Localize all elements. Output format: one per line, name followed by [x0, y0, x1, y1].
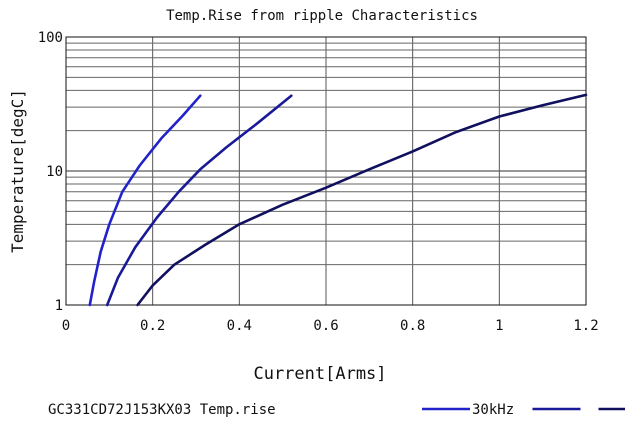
- chart-title: Temp.Rise from ripple Characteristics: [166, 8, 478, 24]
- series-line-3: [136, 93, 588, 307]
- x-tick-label: 1: [495, 318, 503, 334]
- x-tick-label: 0.6: [313, 318, 338, 334]
- x-tick-label: 0: [62, 318, 70, 334]
- series-layer: [88, 93, 588, 307]
- plot-area-frame: [65, 36, 587, 306]
- legend: GC331CD72J153KX03 Temp.rise 30kHz: [48, 402, 625, 418]
- tick-labels: 0 0.2 0.4 0.6 0.8 1 1.2 1 10 100: [38, 30, 599, 334]
- series-line-2: [105, 94, 293, 307]
- y-axis-label: Temperature[degC]: [8, 89, 27, 253]
- x-tick-label: 1.2: [573, 318, 598, 334]
- x-axis-label: Current[Arms]: [253, 364, 386, 384]
- y-tick-label: 1: [55, 298, 63, 314]
- y-tick-label: 100: [38, 30, 63, 46]
- x-tick-label: 0.2: [140, 318, 165, 334]
- series-line-1: [88, 94, 202, 307]
- legend-label-1: 30kHz: [472, 402, 514, 418]
- y-tick-label: 10: [46, 164, 63, 180]
- legend-prefix: GC331CD72J153KX03 Temp.rise: [48, 402, 276, 418]
- grid-lines: [66, 37, 586, 305]
- x-tick-label: 0.4: [227, 318, 252, 334]
- x-tick-label: 0.8: [400, 318, 425, 334]
